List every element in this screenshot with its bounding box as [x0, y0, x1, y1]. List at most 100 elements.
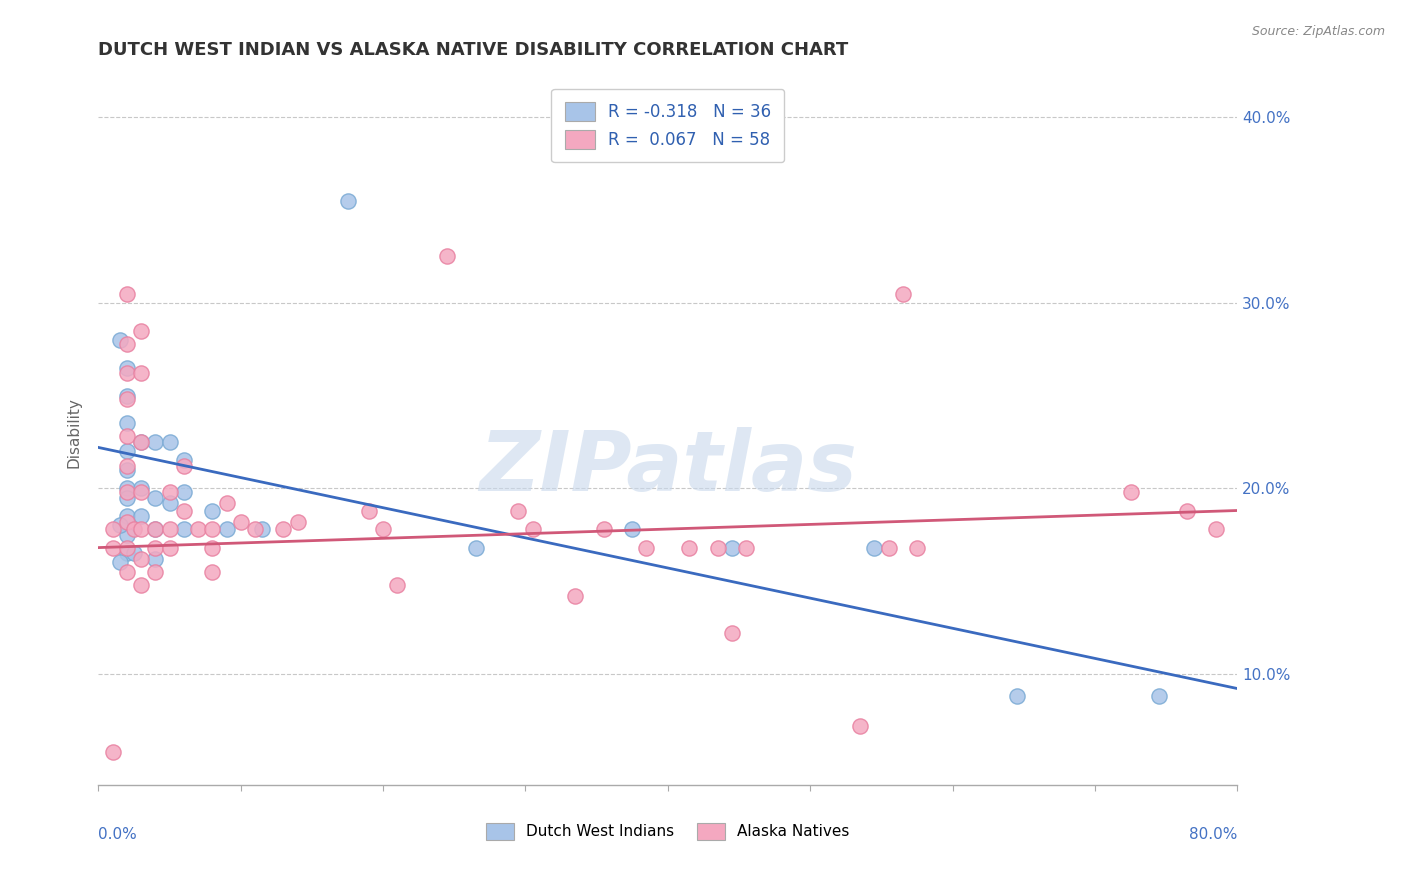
Point [863, 541, 886, 555]
Text: ZIPatlas: ZIPatlas [479, 427, 856, 508]
Point [115, 286, 138, 301]
Point [129, 551, 152, 566]
Point [115, 444, 138, 458]
Point [115, 429, 138, 443]
Legend: Dutch West Indians, Alaska Natives: Dutch West Indians, Alaska Natives [479, 815, 856, 847]
Point [129, 434, 152, 449]
Point [108, 518, 131, 533]
Point [115, 417, 138, 431]
Point [129, 509, 152, 524]
Point [508, 503, 530, 517]
Point [173, 453, 195, 467]
Point [159, 485, 181, 500]
Point [464, 541, 486, 555]
Point [636, 541, 658, 555]
Point [129, 481, 152, 495]
Point [115, 491, 138, 505]
Point [1205, 522, 1227, 536]
Point [877, 541, 900, 555]
Point [905, 541, 928, 555]
Point [678, 541, 700, 555]
Point [250, 522, 273, 536]
Point [115, 565, 138, 579]
Point [159, 496, 181, 510]
Point [201, 565, 224, 579]
Point [592, 522, 614, 536]
Point [122, 546, 145, 560]
Point [229, 515, 252, 529]
Point [115, 541, 138, 555]
Point [159, 522, 181, 536]
Point [201, 522, 224, 536]
Point [387, 577, 409, 591]
Point [159, 434, 181, 449]
Point [115, 458, 138, 473]
Point [122, 522, 145, 536]
Text: Source: ZipAtlas.com: Source: ZipAtlas.com [1251, 25, 1385, 38]
Point [115, 515, 138, 529]
Point [336, 194, 359, 208]
Point [1005, 689, 1028, 703]
Point [436, 249, 458, 264]
Point [129, 366, 152, 380]
Point [145, 522, 167, 536]
Point [115, 509, 138, 524]
Point [145, 491, 167, 505]
Point [187, 522, 209, 536]
Text: 80.0%: 80.0% [1189, 827, 1237, 842]
Point [129, 485, 152, 500]
Point [621, 522, 644, 536]
Point [173, 458, 195, 473]
Point [129, 324, 152, 338]
Point [373, 522, 395, 536]
Point [129, 577, 152, 591]
Point [891, 286, 914, 301]
Point [115, 336, 138, 351]
Point [129, 522, 152, 536]
Point [1177, 503, 1199, 517]
Point [721, 541, 744, 555]
Point [201, 541, 224, 555]
Point [101, 541, 124, 555]
Point [173, 485, 195, 500]
Point [564, 589, 586, 603]
Point [145, 522, 167, 536]
Point [145, 434, 167, 449]
Point [145, 565, 167, 579]
Point [129, 434, 152, 449]
Point [115, 366, 138, 380]
Text: 0.0%: 0.0% [98, 827, 138, 842]
Point [273, 522, 295, 536]
Point [721, 626, 744, 640]
Point [145, 541, 167, 555]
Point [115, 546, 138, 560]
Text: DUTCH WEST INDIAN VS ALASKA NATIVE DISABILITY CORRELATION CHART: DUTCH WEST INDIAN VS ALASKA NATIVE DISAB… [98, 41, 849, 59]
Point [115, 485, 138, 500]
Point [357, 503, 380, 517]
Point [115, 481, 138, 495]
Point [145, 551, 167, 566]
Point [243, 522, 266, 536]
Point [735, 541, 758, 555]
Point [108, 333, 131, 347]
Point [101, 522, 124, 536]
Point [173, 503, 195, 517]
Point [849, 718, 872, 732]
Point [159, 541, 181, 555]
Point [115, 360, 138, 375]
Point [201, 503, 224, 517]
Point [215, 496, 238, 510]
Point [706, 541, 728, 555]
Y-axis label: Disability: Disability [66, 397, 82, 468]
Point [173, 522, 195, 536]
Point [287, 515, 309, 529]
Point [1119, 485, 1142, 500]
Point [115, 527, 138, 541]
Point [101, 745, 124, 759]
Point [522, 522, 544, 536]
Point [1147, 689, 1170, 703]
Point [108, 556, 131, 570]
Point [215, 522, 238, 536]
Point [115, 388, 138, 402]
Point [115, 392, 138, 407]
